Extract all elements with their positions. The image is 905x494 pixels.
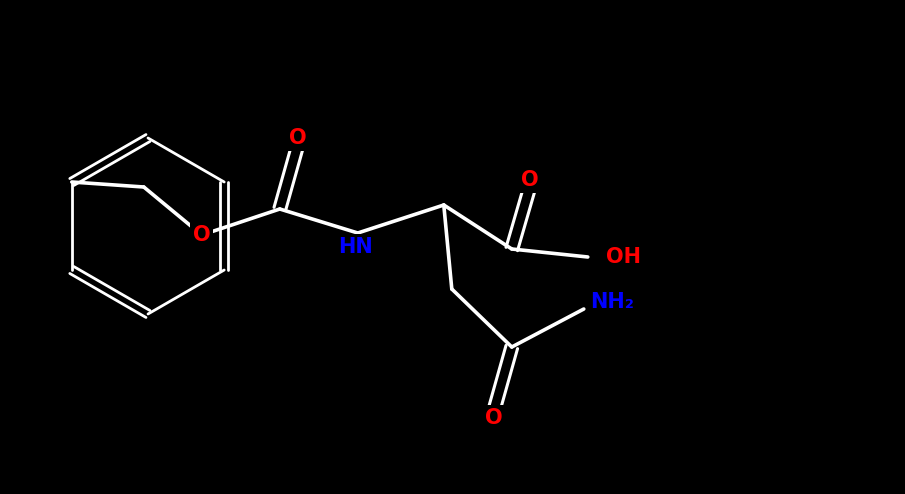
Text: NH₂: NH₂ xyxy=(590,292,634,312)
Text: O: O xyxy=(289,128,307,148)
Text: O: O xyxy=(193,225,211,245)
Text: O: O xyxy=(521,170,538,190)
Text: HN: HN xyxy=(338,237,373,257)
Text: O: O xyxy=(485,408,502,428)
Text: OH: OH xyxy=(605,247,641,267)
